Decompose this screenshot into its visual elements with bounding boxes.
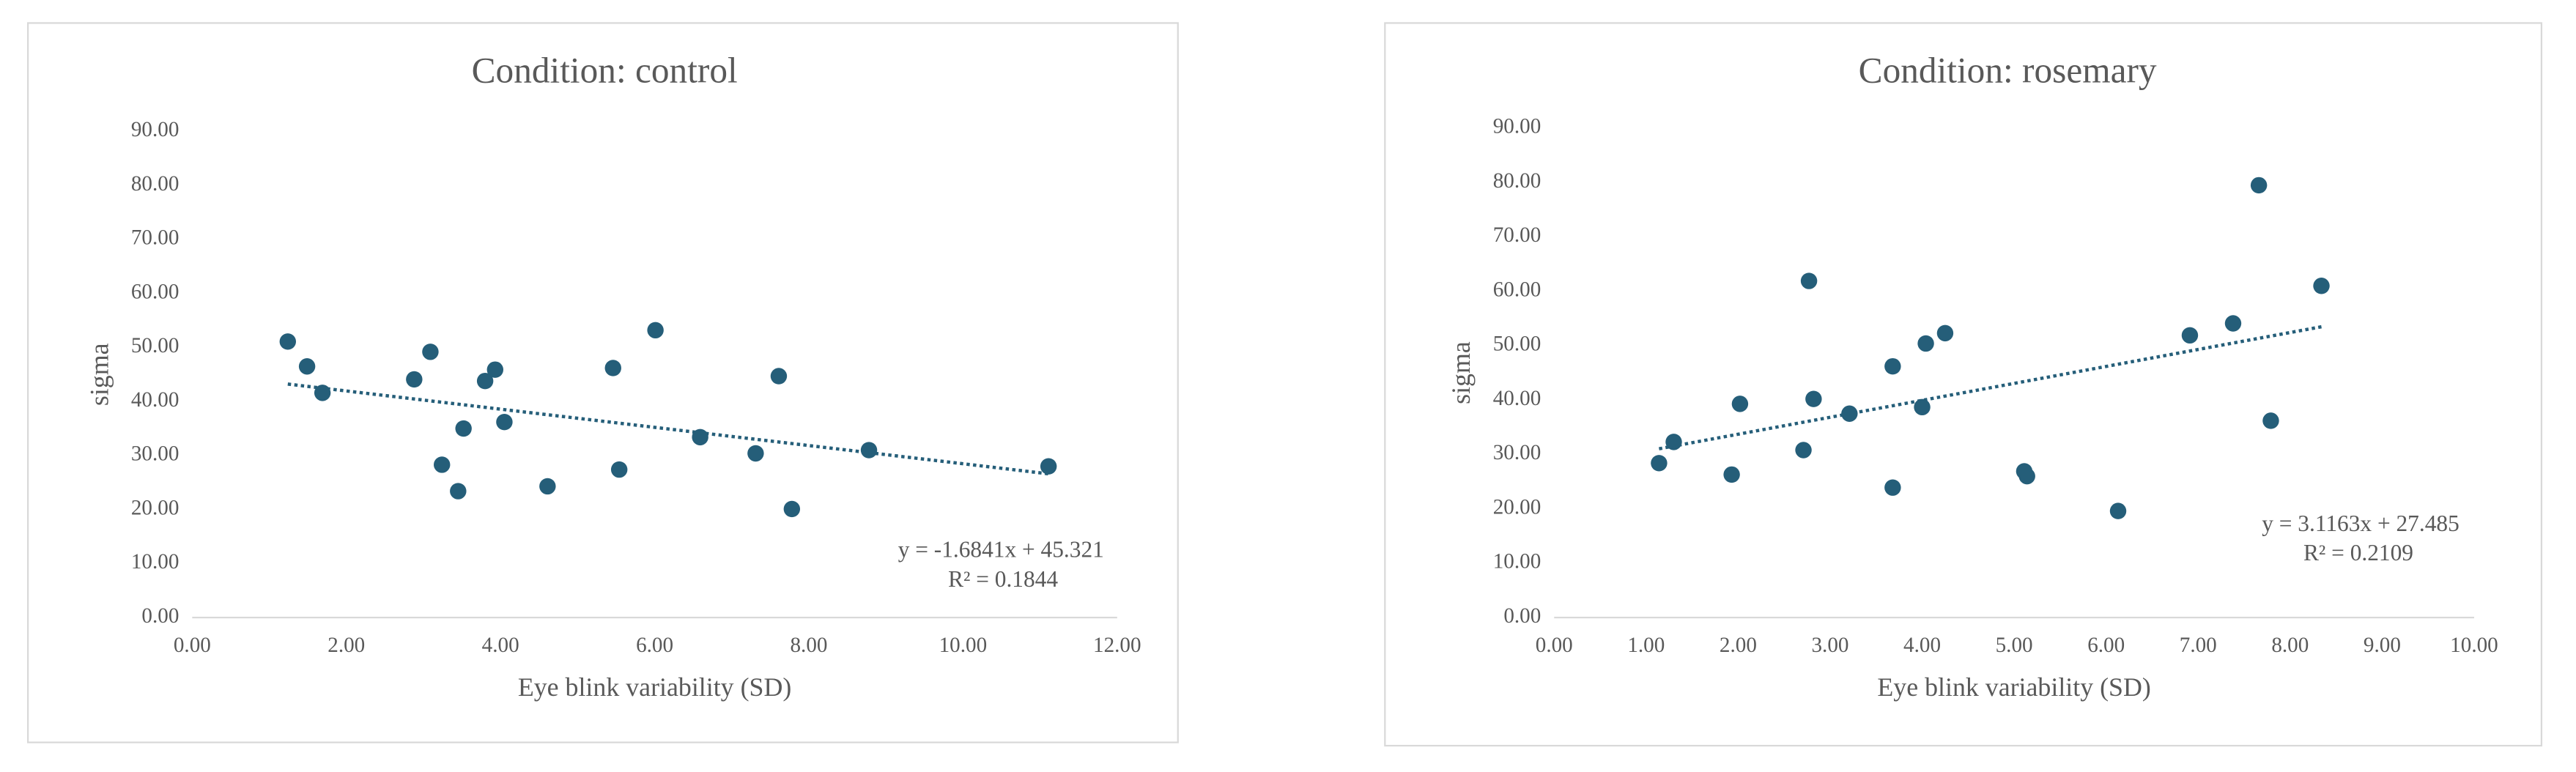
point [434,456,451,473]
y-tick-label: 30.00 [131,442,179,466]
y-tick-label: 10.00 [131,550,179,574]
point [422,344,439,360]
chart-title: Condition: control [472,50,738,90]
y-tick-label: 0.00 [1503,604,1541,628]
x-tick-label: 12.00 [1093,634,1141,657]
y-axis-label: sigma [1446,341,1476,404]
x-axis-label: Eye blink variability (SD) [1877,672,2150,702]
point [539,478,556,495]
point [476,372,494,390]
point [496,413,513,431]
x-tick-label: 0.00 [174,634,211,657]
y-tick-label: 60.00 [131,280,179,303]
point [747,445,764,462]
point [450,483,467,500]
point [1040,458,1057,475]
y-tick-label: 80.00 [1493,169,1541,193]
point [314,385,331,401]
y-tick-label: 80.00 [131,172,179,196]
y-tick-label: 0.00 [141,604,179,628]
point [610,461,628,478]
point [1805,390,1822,407]
y-tick-label: 70.00 [1493,223,1541,247]
point [1914,398,1931,416]
point [770,368,788,385]
x-tick-label: 8.00 [790,634,827,657]
x-tick-label: 10.00 [2450,634,2498,657]
y-tick-label: 90.00 [1493,115,1541,138]
x-tick-label: 8.00 [2271,634,2309,657]
x-tick-label: 7.00 [2180,634,2217,657]
point [279,333,297,350]
point [1795,442,1812,459]
point [1936,324,1954,342]
x-tick-label: 0.00 [1536,634,1573,657]
point [647,322,664,339]
point [1884,479,1901,496]
trendline [287,382,1049,476]
x-tick-label: 6.00 [2087,634,2125,657]
trendline-r2: R² = 0.2109 [2303,540,2413,565]
point [1723,466,1740,483]
point [1665,434,1682,450]
point [1731,396,1749,412]
point [604,360,621,376]
chart-title: Condition: rosemary [1859,50,2157,90]
y-tick-label: 20.00 [131,496,179,519]
y-tick-label: 20.00 [1493,495,1541,519]
point [486,361,504,378]
point [2224,315,2242,332]
trendline-equation: y = 3.1163x + 27.485 [2262,511,2460,536]
y-tick-label: 60.00 [1493,278,1541,301]
y-tick-label: 40.00 [131,388,179,412]
x-tick-label: 9.00 [2364,634,2401,657]
point [2313,278,2330,294]
x-tick-label: 6.00 [636,634,673,657]
x-tick-label: 4.00 [482,634,519,657]
panel-border [26,22,1179,743]
point [1651,455,1668,472]
point [455,420,472,437]
x-tick-label: 10.00 [939,634,988,657]
point [2181,327,2199,344]
point [1884,357,1901,375]
point [2262,412,2279,429]
point [2250,177,2268,194]
trendline-r2: R² = 0.1844 [948,566,1058,592]
x-tick-label: 1.00 [1627,634,1665,657]
x-tick-label: 4.00 [1903,634,1941,657]
point [1800,272,1818,289]
trendline [1659,324,2322,450]
point [2109,502,2127,519]
x-tick-label: 2.00 [1720,634,1757,657]
point [783,500,801,518]
trendline-equation: y = -1.6841x + 45.321 [898,537,1104,563]
y-tick-label: 50.00 [1493,333,1541,356]
y-axis-label: sigma [84,343,114,406]
y-tick-label: 70.00 [131,226,179,250]
y-tick-label: 40.00 [1493,387,1541,410]
y-tick-label: 30.00 [1493,441,1541,464]
y-tick-label: 10.00 [1493,550,1541,574]
x-tick-label: 2.00 [327,634,365,657]
point [692,428,708,446]
x-tick-label: 3.00 [1811,634,1848,657]
point [406,371,423,388]
x-axis-label: Eye blink variability (SD) [518,672,791,702]
point [860,442,878,459]
x-tick-label: 5.00 [1996,634,2033,657]
y-tick-label: 90.00 [131,118,179,141]
panel-border [1384,22,2543,747]
y-tick-label: 50.00 [131,334,179,357]
point [2018,467,2035,485]
point [1917,335,1934,352]
point [298,358,316,375]
